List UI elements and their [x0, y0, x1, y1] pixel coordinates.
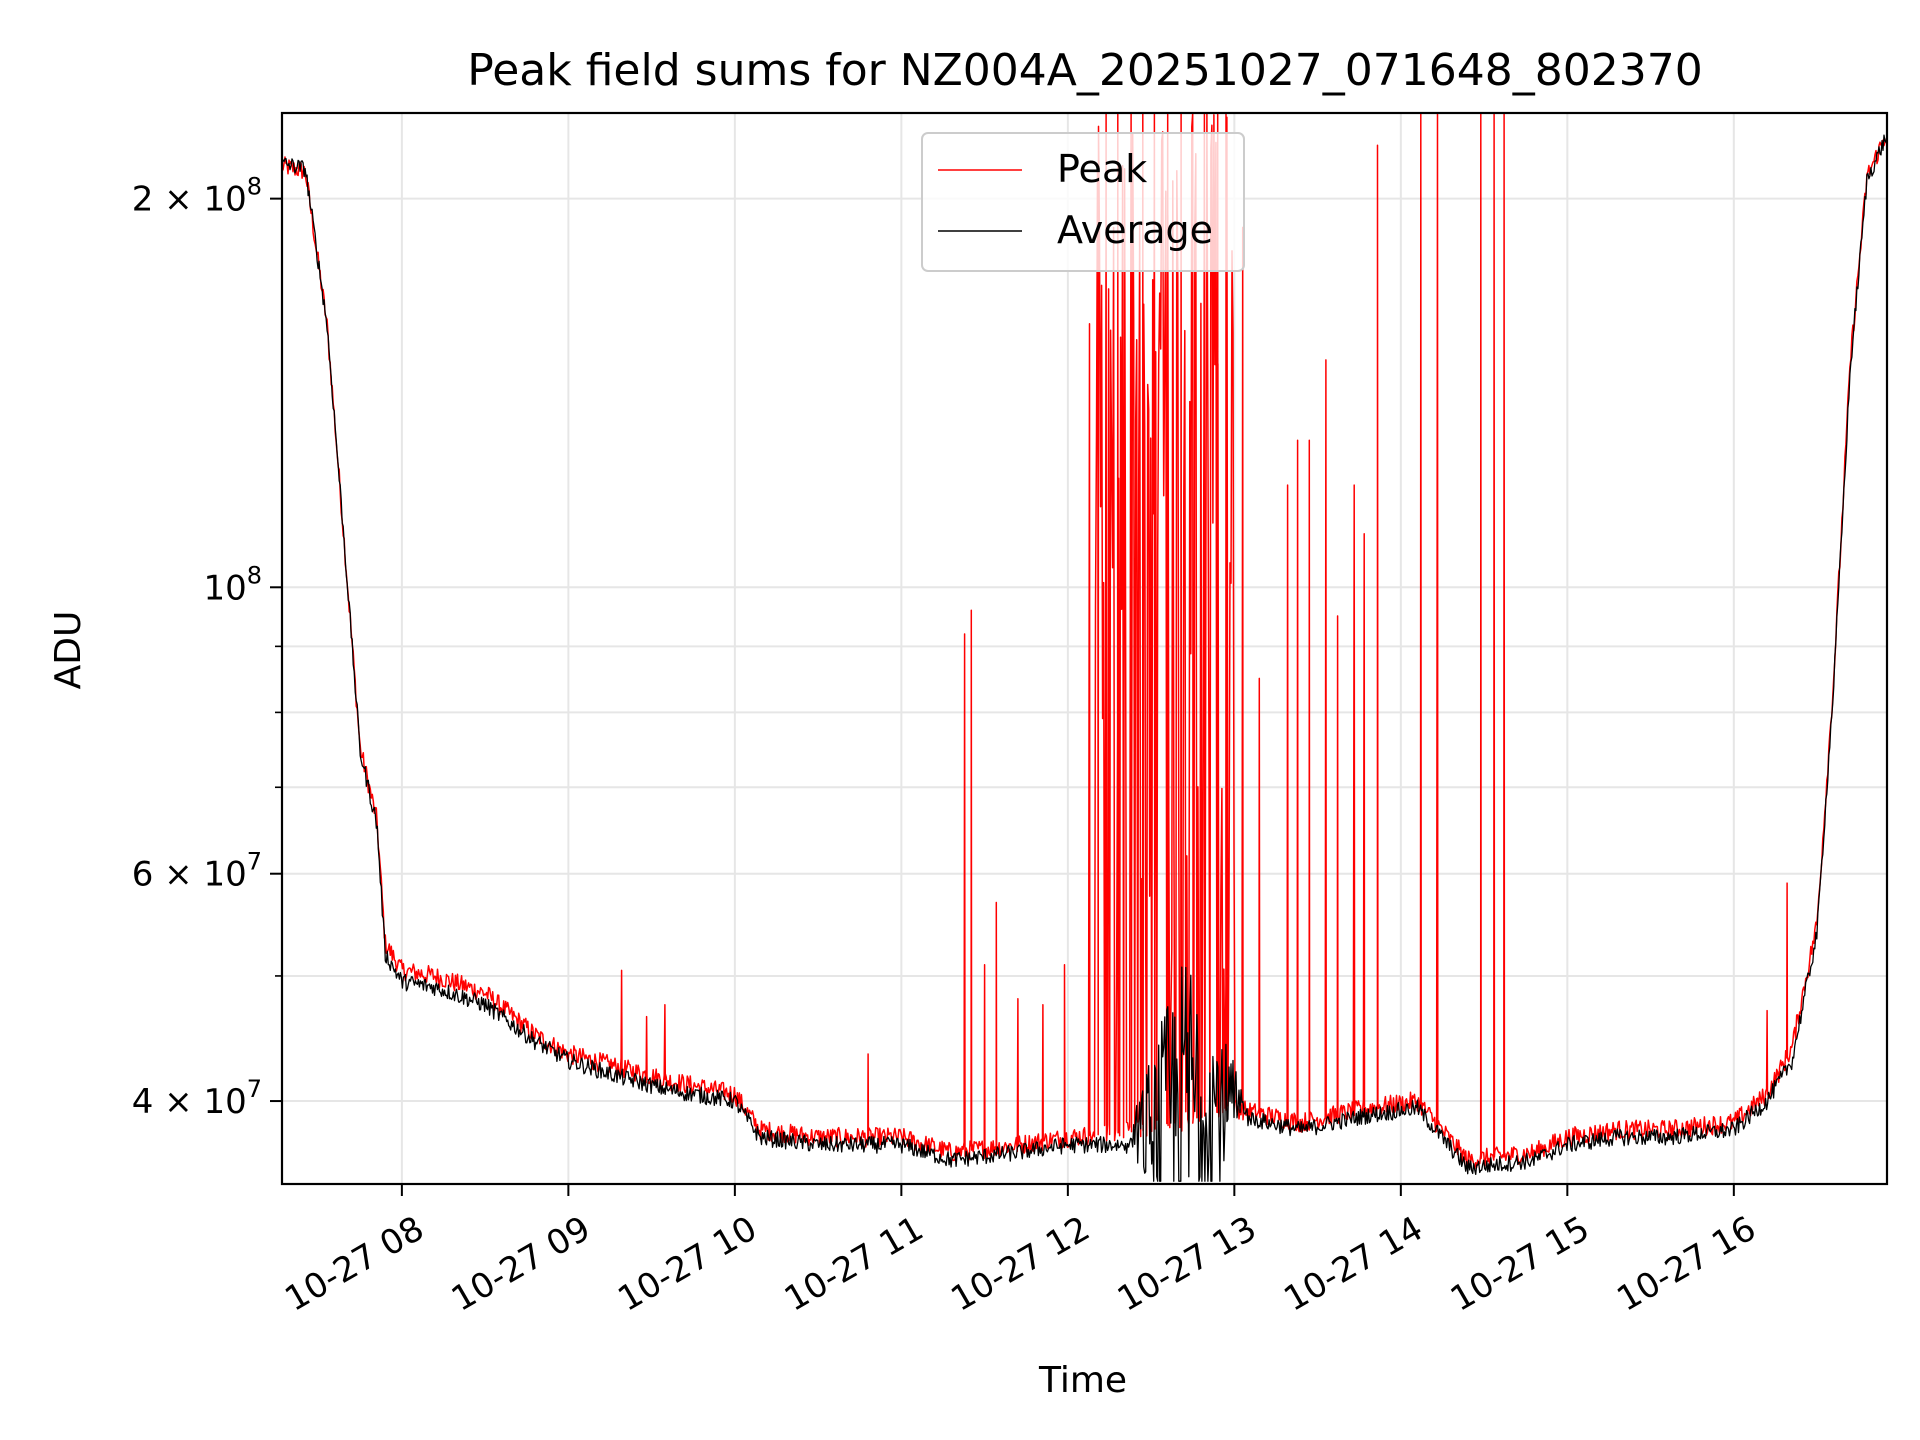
plot-frame: [280, 111, 1889, 1186]
legend-peak-label: Peak: [1057, 147, 1147, 191]
chart-title: Peak field sums for NZ004A_20251027_0716…: [467, 45, 1702, 96]
grid: [282, 113, 1887, 1184]
y-axis: 4 × 107 6 × 107 108 2 × 108: [132, 173, 282, 1122]
y-tick-label: 4 × 107: [132, 1075, 262, 1122]
legend: Peak Average: [921, 132, 1245, 272]
y-axis-label: ADU: [48, 611, 89, 690]
x-axis-label: Time: [1038, 1360, 1127, 1401]
legend-average-label: Average: [1057, 208, 1213, 252]
y-tick-label: 6 × 107: [132, 848, 262, 895]
series-average-line: [282, 134, 1887, 1182]
y-tick-label: 2 × 108: [132, 173, 262, 220]
y-tick-label: 108: [203, 561, 262, 608]
legend-box: [921, 132, 1245, 272]
